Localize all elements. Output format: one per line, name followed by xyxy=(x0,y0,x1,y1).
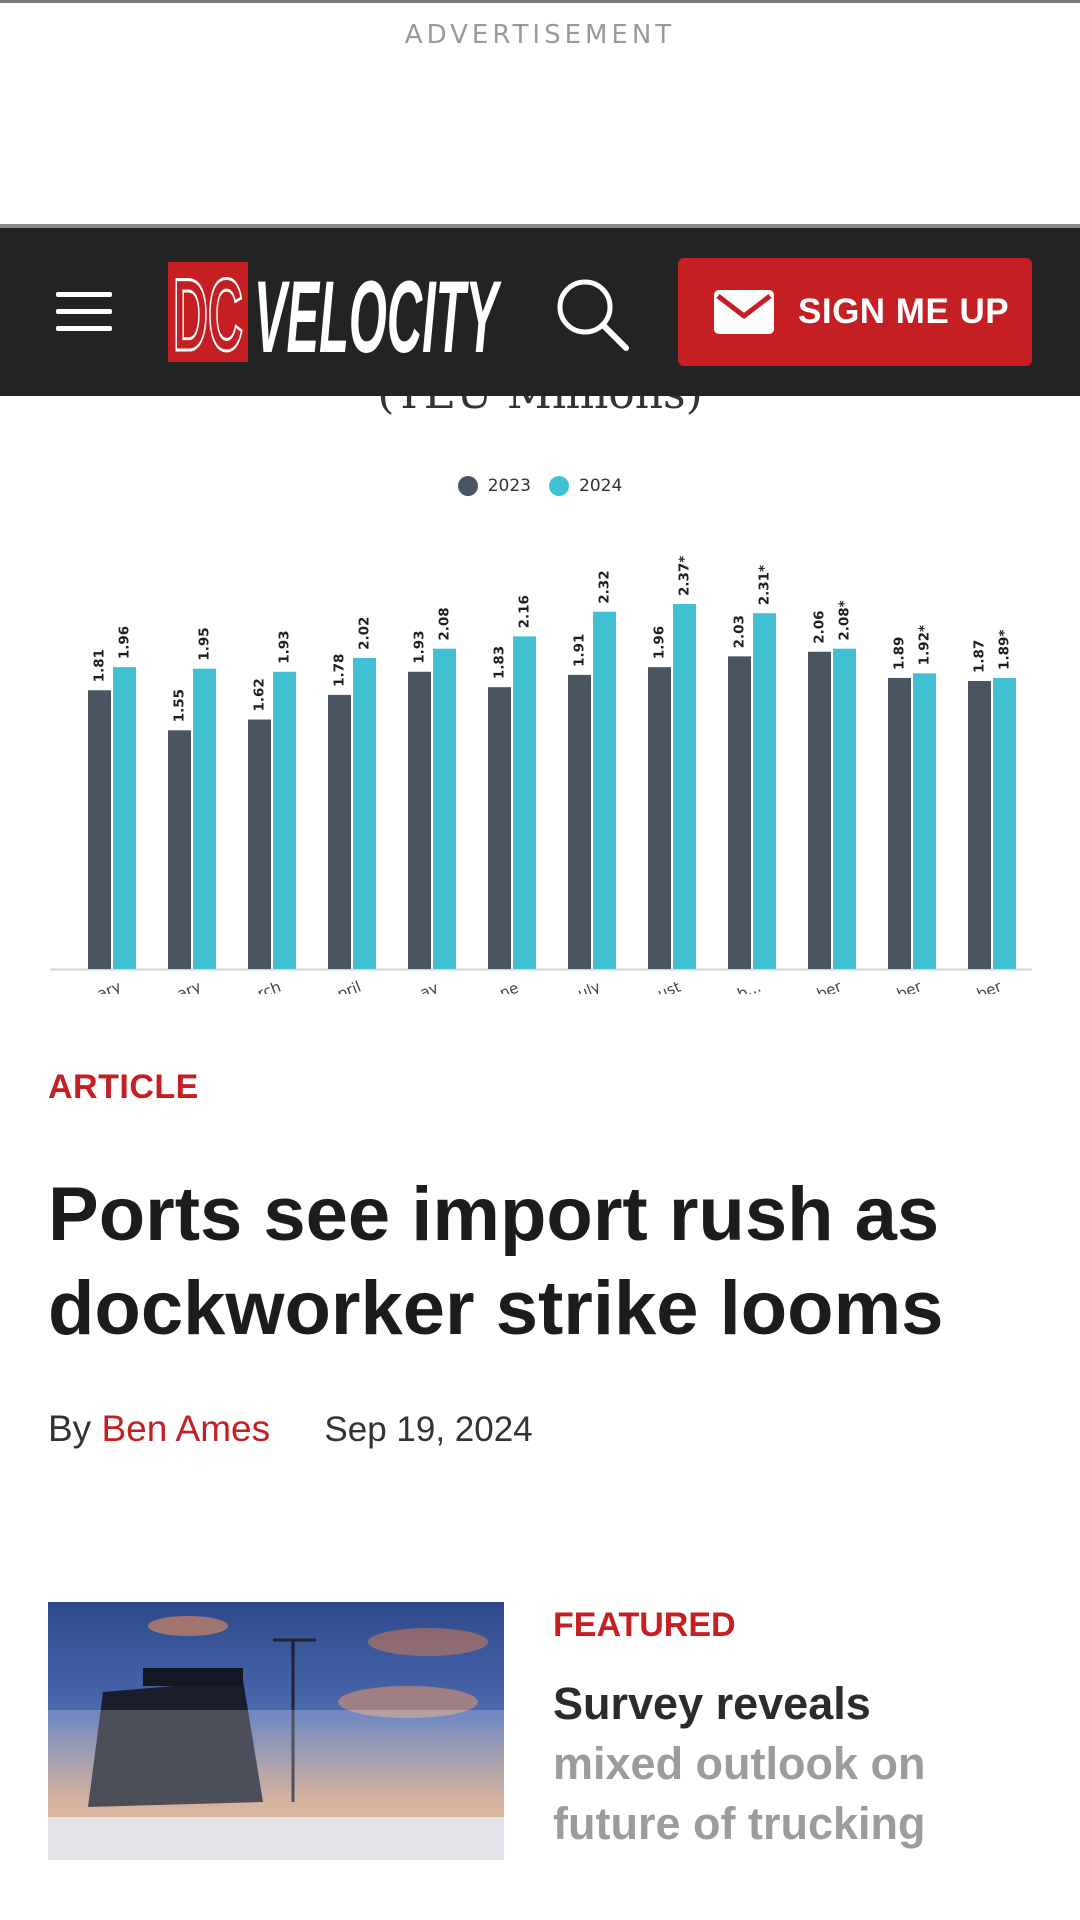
bar-2023-december xyxy=(968,681,991,969)
data-label-2024-september: 2.31* xyxy=(757,565,773,605)
chart-title-cropped: (TEU Millions) xyxy=(0,396,1080,454)
data-label-2024-february: 1.95 xyxy=(197,627,213,660)
data-label-2023-january: 1.81 xyxy=(92,649,108,682)
bar-2023-july xyxy=(568,674,591,969)
mail-icon xyxy=(714,290,774,334)
data-label-2024-june: 2.16 xyxy=(517,595,533,628)
bar-2024-november xyxy=(913,673,936,969)
bar-2023-october xyxy=(808,651,831,969)
top-border xyxy=(0,0,1080,3)
bar-2023-april xyxy=(328,694,351,969)
bar-2024-december xyxy=(993,677,1016,969)
featured-title-line1: Survey reveals xyxy=(553,1678,871,1729)
site-header: DC VELOCITY SIGN ME UP xyxy=(0,228,1080,396)
bar-2024-august xyxy=(673,604,696,969)
search-icon[interactable] xyxy=(552,274,632,354)
featured-kicker: FEATURED xyxy=(553,1606,736,1644)
featured-title-rest: mixed outlook on future of trucking xyxy=(553,1738,926,1849)
chart-legend: 2023 2024 xyxy=(0,476,1080,496)
data-label-2023-december: 1.87 xyxy=(972,640,988,673)
data-label-2023-june: 1.83 xyxy=(492,646,508,679)
bar-2023-august xyxy=(648,667,671,969)
bar-2023-january xyxy=(88,690,111,969)
hamburger-menu-icon[interactable] xyxy=(56,292,112,332)
bar-2023-february xyxy=(168,730,191,969)
featured-image-truck-sunset[interactable] xyxy=(48,1602,504,1860)
bar-2023-june xyxy=(488,687,511,969)
advertisement-label: ADVERTISEMENT xyxy=(404,20,676,50)
sign-me-up-button[interactable]: SIGN ME UP xyxy=(678,258,1032,366)
data-label-2023-april: 1.78 xyxy=(332,654,348,687)
byline: By Ben Ames Sep 19, 2024 xyxy=(48,1408,533,1450)
dc-velocity-logo[interactable]: DC VELOCITY xyxy=(168,262,503,362)
data-label-2023-july: 1.91 xyxy=(572,634,588,667)
article-kicker: ARTICLE xyxy=(48,1068,199,1106)
data-label-2023-september: 2.03 xyxy=(732,615,748,648)
data-label-2023-october: 2.06 xyxy=(812,610,828,643)
svg-text:VELOCITY: VELOCITY xyxy=(254,262,502,362)
legend-label-2024: 2024 xyxy=(579,476,623,496)
data-label-2023-february: 1.55 xyxy=(172,689,188,722)
bar-2024-september xyxy=(753,613,776,969)
data-label-2024-january: 1.96 xyxy=(117,626,133,659)
author-link[interactable]: Ben Ames xyxy=(101,1408,271,1449)
featured-article-title[interactable]: Survey reveals mixed outlook on future of… xyxy=(553,1674,1043,1854)
data-label-2024-october: 2.08* xyxy=(837,600,853,640)
legend-label-2023: 2023 xyxy=(487,476,531,496)
data-label-2024-april: 2.02 xyxy=(357,617,373,650)
legend-item-2024: 2024 xyxy=(549,476,622,496)
bar-2024-may xyxy=(433,648,456,969)
data-label-2023-march: 1.62 xyxy=(252,678,268,711)
header-shadow xyxy=(0,224,1080,228)
data-label-2024-december: 1.89* xyxy=(997,630,1013,670)
legend-item-2023: 2023 xyxy=(457,476,531,496)
svg-text:DC: DC xyxy=(173,262,243,362)
legend-swatch-2024 xyxy=(549,476,569,496)
bar-2023-may xyxy=(408,671,431,969)
chart-bottom-crop xyxy=(0,994,1080,1010)
bar-2024-june xyxy=(513,636,536,969)
bar-chart: 1.811.96ary1.551.95ary1.621.93rch1.782.0… xyxy=(0,556,1080,1010)
chart-title: (TEU Millions) xyxy=(0,396,1080,419)
data-label-2023-august: 1.96 xyxy=(652,626,668,659)
data-label-2024-july: 2.32 xyxy=(597,570,613,603)
bar-2024-february xyxy=(193,668,216,969)
publish-date: Sep 19, 2024 xyxy=(324,1410,533,1449)
data-label-2023-may: 1.93 xyxy=(412,630,428,663)
sign-me-up-label: SIGN ME UP xyxy=(798,292,1010,331)
data-label-2024-may: 2.08 xyxy=(437,607,453,640)
byline-prefix: By xyxy=(48,1408,92,1449)
bar-2024-july xyxy=(593,611,616,969)
bar-2024-march xyxy=(273,671,296,969)
data-label-2024-march: 1.93 xyxy=(277,630,293,663)
bar-2024-october xyxy=(833,648,856,969)
legend-swatch-2023 xyxy=(457,476,478,496)
data-label-2024-november: 1.92* xyxy=(917,625,933,665)
article-headline: Ports see import rush as dockworker stri… xyxy=(48,1172,944,1351)
bar-2024-january xyxy=(113,667,136,969)
bar-2024-april xyxy=(353,657,376,969)
bar-2023-september xyxy=(728,656,751,969)
bar-2023-march xyxy=(248,719,271,969)
data-label-2024-august: 2.37* xyxy=(677,556,693,596)
bar-2023-november xyxy=(888,677,911,969)
data-label-2023-november: 1.89 xyxy=(892,637,908,670)
